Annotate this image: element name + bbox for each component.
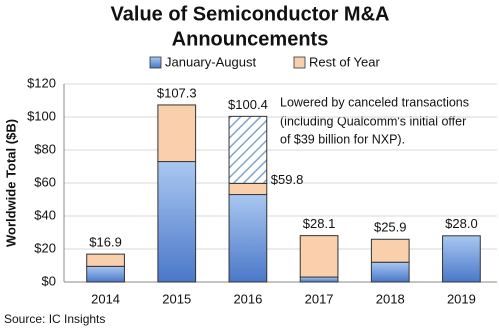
total-label: $28.0 bbox=[445, 216, 478, 231]
annotation: (including Qualcomm's initial offer bbox=[280, 114, 466, 128]
total-label: $25.9 bbox=[374, 220, 407, 235]
total-label: $100.4 bbox=[228, 97, 268, 112]
net-total-label: $59.8 bbox=[271, 172, 304, 187]
x-tick-label: 2016 bbox=[233, 291, 262, 306]
total-label: $107.3 bbox=[157, 85, 197, 100]
legend-label: January-August bbox=[165, 54, 256, 69]
bar-segment bbox=[228, 182, 268, 196]
bar-segment bbox=[228, 194, 268, 283]
y-tick-label: $60 bbox=[34, 174, 56, 189]
bar-segment bbox=[157, 104, 197, 163]
y-tick-label: $100 bbox=[27, 108, 56, 123]
x-tick-label: 2017 bbox=[305, 291, 334, 306]
bar-segment bbox=[370, 261, 410, 283]
bar-segment bbox=[299, 276, 339, 283]
x-tick-label: 2015 bbox=[162, 291, 191, 306]
x-tick-label: 2019 bbox=[447, 291, 476, 306]
annotation: of $39 billion for NXP). bbox=[280, 132, 405, 146]
y-tick-label: $20 bbox=[34, 240, 56, 255]
y-axis-label: Worldwide Total ($B) bbox=[3, 119, 18, 247]
chart-title: Value of Semiconductor M&A bbox=[111, 3, 390, 25]
bar-segment bbox=[86, 253, 125, 267]
x-tick-label: 2014 bbox=[91, 291, 120, 306]
annotation: Lowered by canceled transactions bbox=[280, 95, 469, 109]
x-tick-label: 2018 bbox=[376, 291, 405, 306]
y-tick-label: $80 bbox=[34, 141, 56, 156]
chart-title: Announcements bbox=[172, 28, 329, 50]
source: Source: IC Insights bbox=[4, 312, 105, 326]
bar-segment bbox=[442, 235, 481, 283]
bar-segment bbox=[299, 235, 339, 278]
bar-segment bbox=[157, 161, 197, 283]
bar-segment bbox=[86, 265, 125, 283]
y-tick-label: $40 bbox=[34, 207, 56, 222]
canceled-segment bbox=[228, 115, 268, 184]
bar-segment bbox=[370, 238, 410, 263]
total-label: $28.1 bbox=[303, 216, 336, 231]
legend-swatch bbox=[293, 56, 306, 69]
y-tick-label: $120 bbox=[27, 75, 56, 90]
legend-swatch bbox=[149, 56, 162, 69]
y-tick-label: $0 bbox=[42, 273, 56, 288]
legend-label: Rest of Year bbox=[309, 54, 380, 69]
total-label: $16.9 bbox=[89, 235, 122, 250]
